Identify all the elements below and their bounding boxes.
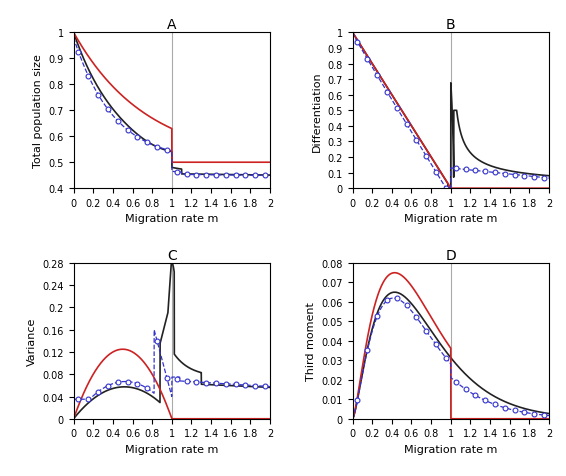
Title: C: C xyxy=(167,248,177,262)
X-axis label: Migration rate m: Migration rate m xyxy=(404,214,498,224)
Title: B: B xyxy=(446,18,456,32)
Title: A: A xyxy=(167,18,177,32)
Y-axis label: Differentiation: Differentiation xyxy=(312,71,322,151)
Y-axis label: Total population size: Total population size xyxy=(33,54,43,168)
Y-axis label: Variance: Variance xyxy=(27,317,37,365)
X-axis label: Migration rate m: Migration rate m xyxy=(125,214,218,224)
X-axis label: Migration rate m: Migration rate m xyxy=(125,444,218,454)
X-axis label: Migration rate m: Migration rate m xyxy=(404,444,498,454)
Y-axis label: Third moment: Third moment xyxy=(306,302,316,380)
Title: D: D xyxy=(445,248,456,262)
